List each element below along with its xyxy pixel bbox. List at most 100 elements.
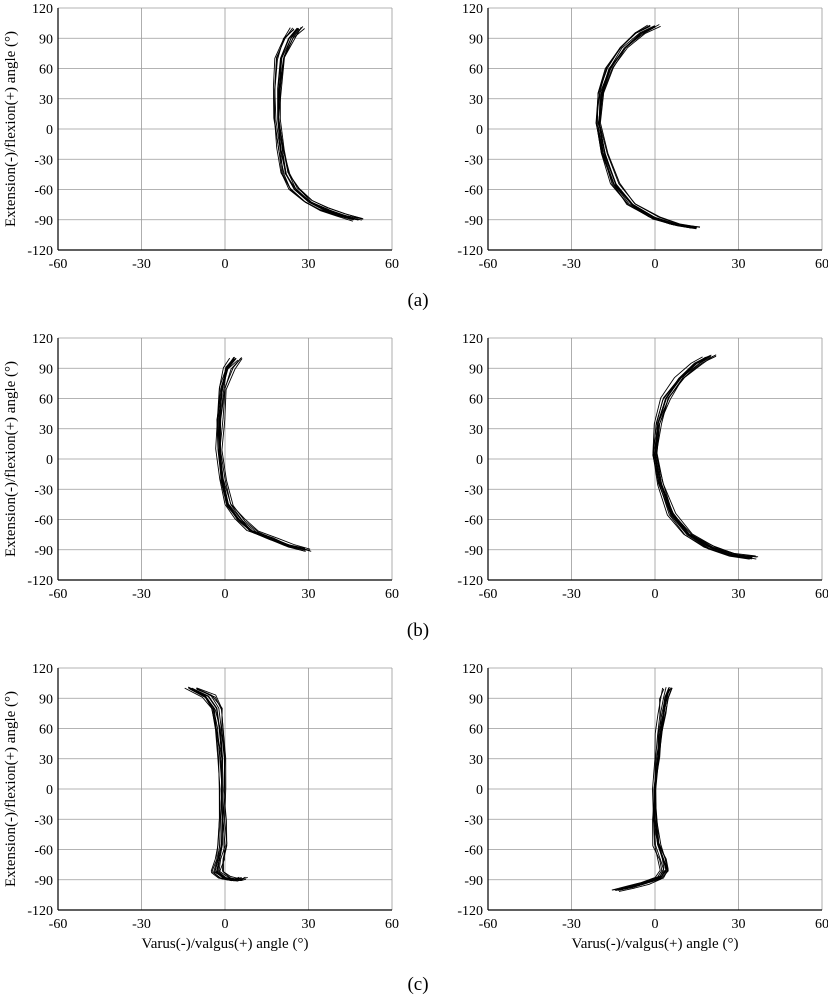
- row-label: (a): [407, 290, 428, 311]
- y-tick-label: 30: [469, 753, 483, 768]
- y-tick-label: -60: [34, 184, 53, 199]
- series-line: [277, 27, 359, 221]
- chart-panel-a-left: -120 -90 -60 -30 0 30 60 90 120 -60 -30 0 30 60 Extens…: [3, 2, 399, 272]
- y-tick-label: -90: [34, 874, 53, 889]
- trial-line: [655, 355, 753, 558]
- y-axis-title: Extension(-)/flexion(+) angle (°): [3, 31, 19, 227]
- trial-line: [611, 687, 664, 891]
- chart-panel-c-right: -120 -90 -60 -30 0 30 60 90 120 -60 -30 0 30 60 Varus(…: [457, 662, 828, 952]
- x-tick-label: 0: [222, 917, 229, 932]
- y-tick-label: -60: [34, 514, 53, 529]
- x-tick-label: 30: [732, 917, 746, 932]
- chart-panel-b-left: -120 -90 -60 -30 0 30 60 90 120 -60 -30 0 30 60 Extens…: [3, 332, 399, 602]
- y-tick-label: 30: [39, 93, 53, 108]
- series-line: [618, 688, 670, 891]
- y-tick-label: 90: [39, 32, 53, 47]
- y-tick-label: 60: [469, 393, 483, 408]
- y-axis-title: Extension(-)/flexion(+) angle (°): [3, 691, 19, 887]
- trial-line: [597, 26, 692, 229]
- x-tick-label: 60: [815, 257, 828, 272]
- trial-line: [653, 354, 752, 559]
- trial-line: [184, 687, 237, 882]
- y-tick-label: -120: [457, 904, 483, 919]
- y-tick-label: 120: [32, 2, 53, 17]
- y-tick-label: -90: [34, 544, 53, 559]
- y-tick-label: -90: [34, 214, 53, 229]
- trial-line: [196, 688, 246, 881]
- y-tick-label: 0: [476, 123, 483, 138]
- y-tick-label: 60: [469, 63, 483, 78]
- y-tick-label: -30: [464, 483, 483, 498]
- y-tick-label: -120: [27, 574, 53, 589]
- y-tick-label: 60: [39, 393, 53, 408]
- y-tick-label: -90: [464, 214, 483, 229]
- y-tick-label: 60: [469, 723, 483, 738]
- row-label: (c): [407, 974, 428, 995]
- trial-line: [655, 355, 759, 558]
- x-axis-title: Varus(-)/valgus(+) angle (°): [142, 936, 309, 952]
- y-tick-label: -60: [464, 514, 483, 529]
- trial-line: [654, 356, 750, 560]
- gridlines: [487, 7, 823, 251]
- trial-line: [216, 359, 306, 552]
- y-tick-label: 30: [39, 423, 53, 438]
- trial-line: [599, 25, 701, 228]
- trial-line: [278, 28, 362, 221]
- x-tick-label: 0: [222, 587, 229, 602]
- x-axis-title: Varus(-)/valgus(+) angle (°): [572, 936, 739, 952]
- x-tick-label: 0: [652, 587, 659, 602]
- y-tick-label: -120: [457, 244, 483, 259]
- trial-line: [618, 687, 667, 890]
- chart-panel-a-right: -120 -90 -60 -30 0 30 60 90 120 -60 -30 0 30 60: [457, 2, 828, 272]
- x-tick-label: 60: [385, 917, 399, 932]
- y-tick-label: -30: [464, 813, 483, 828]
- y-tick-label: -60: [464, 844, 483, 859]
- trial-line: [598, 25, 694, 227]
- row-label: (b): [407, 620, 429, 641]
- y-tick-label: 0: [476, 453, 483, 468]
- y-tick-label: -120: [27, 904, 53, 919]
- trial-line: [196, 687, 248, 880]
- trial-line: [217, 356, 306, 550]
- y-tick-label: 120: [462, 2, 483, 17]
- x-tick-label: 60: [815, 587, 828, 602]
- x-tick-label: -60: [479, 587, 498, 602]
- trial-line: [219, 357, 311, 550]
- y-axis-title: Extension(-)/flexion(+) angle (°): [3, 361, 19, 557]
- trial-line: [597, 26, 696, 229]
- x-tick-label: 0: [222, 257, 229, 272]
- trial-line: [654, 354, 756, 557]
- gridlines: [57, 7, 393, 251]
- trial-line: [219, 359, 306, 552]
- x-tick-label: -60: [479, 917, 498, 932]
- y-tick-label: -90: [464, 874, 483, 889]
- trial-line: [274, 29, 354, 222]
- y-tick-label: 90: [469, 32, 483, 47]
- trial-line: [653, 355, 752, 560]
- x-tick-label: -30: [562, 587, 581, 602]
- x-tick-label: -30: [132, 917, 151, 932]
- trial-line: [595, 25, 693, 227]
- y-tick-label: -30: [34, 153, 53, 168]
- x-tick-label: -30: [562, 257, 581, 272]
- x-tick-label: 30: [732, 257, 746, 272]
- x-tick-label: 0: [652, 257, 659, 272]
- trial-line: [215, 357, 303, 550]
- y-tick-label: 0: [46, 783, 53, 798]
- trial-line: [221, 358, 312, 552]
- trial-line: [652, 356, 745, 558]
- chart-panel-c-left: -120 -90 -60 -30 0 30 60 90 120 -60 -30 0 30 60 Extens…: [3, 662, 399, 952]
- y-tick-label: 30: [39, 753, 53, 768]
- trial-line: [274, 28, 355, 221]
- x-tick-label: 0: [652, 917, 659, 932]
- y-tick-label: 120: [32, 332, 53, 347]
- y-tick-label: 90: [39, 362, 53, 377]
- trial-line: [598, 25, 697, 228]
- y-tick-label: 0: [46, 123, 53, 138]
- series-line: [218, 357, 306, 551]
- y-tick-label: 60: [39, 723, 53, 738]
- x-tick-label: -30: [132, 587, 151, 602]
- x-tick-label: 30: [302, 587, 316, 602]
- series-line: [191, 687, 242, 881]
- y-tick-label: 90: [469, 692, 483, 707]
